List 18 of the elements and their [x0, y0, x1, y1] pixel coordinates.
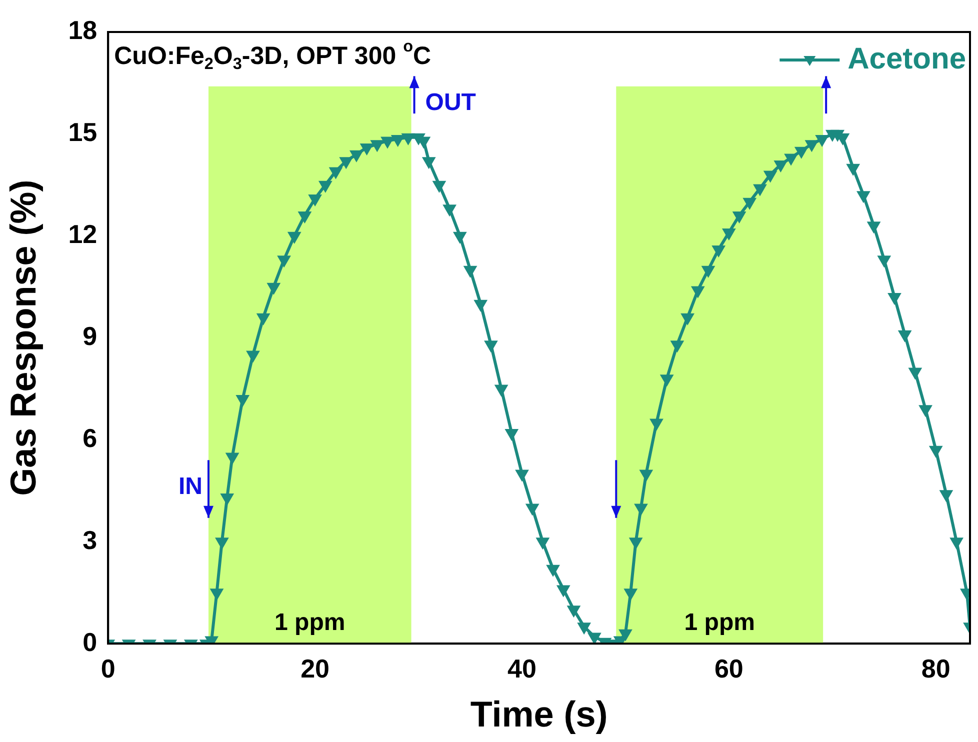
y-axis-title: Gas Response (%)	[2, 180, 44, 496]
y-tick-label: 3	[82, 524, 98, 555]
annotation: OUT	[425, 88, 476, 116]
x-tick-label: 60	[714, 653, 744, 684]
annotation: IN	[178, 472, 202, 500]
y-tick-label: 18	[68, 15, 98, 46]
y-tick-label: 15	[68, 117, 98, 148]
x-axis-title: Time (s)	[470, 693, 608, 734]
x-tick-label: 20	[300, 653, 330, 684]
y-tick-label: 12	[68, 219, 98, 250]
x-tick-label: 80	[921, 653, 950, 684]
y-tick-label: 0	[82, 626, 98, 657]
y-tick-label: 9	[82, 320, 98, 351]
y-tick-label: 6	[82, 422, 98, 453]
band-label: 1 ppm	[684, 609, 755, 636]
band-label: 1 ppm	[274, 609, 346, 636]
x-tick-label: 40	[508, 653, 536, 684]
legend-label: Acetone	[848, 42, 966, 76]
